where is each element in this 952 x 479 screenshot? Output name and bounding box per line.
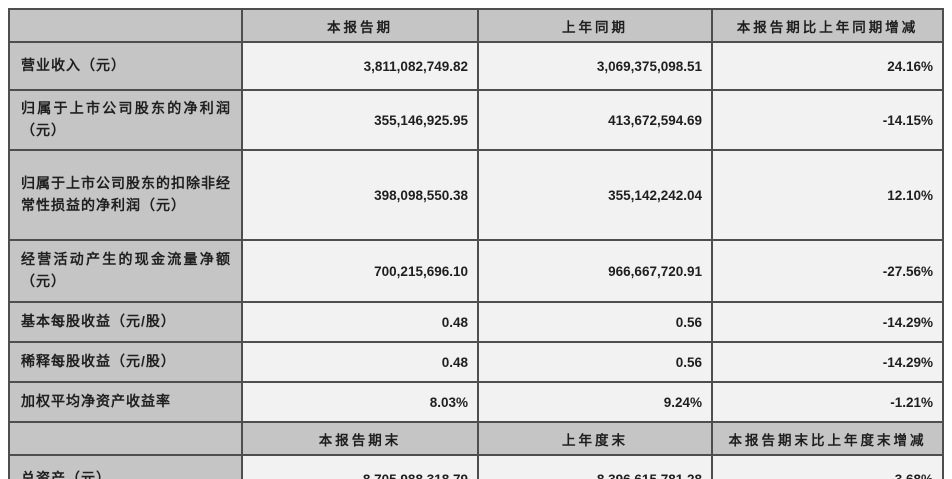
- value-current: 0.48: [241, 301, 479, 343]
- value-current: 8,705,988,318.79: [241, 454, 479, 479]
- header-current-period: 本报告期: [241, 8, 479, 43]
- table-row-net-profit: 归属于上市公司股东的净利润（元） 355,146,925.95 413,672,…: [8, 89, 944, 151]
- header-row-period: 本报告期 上年同期 本报告期比上年同期增减: [8, 8, 944, 43]
- value-change: -14.15%: [711, 89, 944, 151]
- value-prior: 355,142,242.04: [477, 149, 713, 241]
- value-change: 24.16%: [711, 41, 944, 91]
- table-row-revenue: 营业收入（元） 3,811,082,749.82 3,069,375,098.5…: [8, 41, 944, 91]
- value-prior: 966,667,720.91: [477, 239, 713, 303]
- value-change: -14.29%: [711, 301, 944, 343]
- header-prior-period: 上年同期: [477, 8, 713, 43]
- financial-summary-table: 本报告期 上年同期 本报告期比上年同期增减 营业收入（元） 3,811,082,…: [8, 8, 944, 479]
- table-row-operating-cash-flow: 经营活动产生的现金流量净额（元） 700,215,696.10 966,667,…: [8, 239, 944, 303]
- row-label: 加权平均净资产收益率: [8, 381, 243, 423]
- row-label: 总资产（元）: [8, 454, 243, 479]
- value-prior: 9.24%: [477, 381, 713, 423]
- value-change: 3.68%: [711, 454, 944, 479]
- value-change: -1.21%: [711, 381, 944, 423]
- value-change: -14.29%: [711, 341, 944, 383]
- row-label: 归属于上市公司股东的净利润（元）: [8, 89, 243, 151]
- value-prior: 8,396,615,781.28: [477, 454, 713, 479]
- header-period-change: 本报告期比上年同期增减: [711, 8, 944, 43]
- value-current: 8.03%: [241, 381, 479, 423]
- value-current: 0.48: [241, 341, 479, 383]
- table-row-weighted-avg-roe: 加权平均净资产收益率 8.03% 9.24% -1.21%: [8, 381, 944, 423]
- row-label: 归属于上市公司股东的扣除非经常性损益的净利润（元）: [8, 149, 243, 241]
- table-row-total-assets: 总资产（元） 8,705,988,318.79 8,396,615,781.28…: [8, 454, 944, 479]
- value-change: -27.56%: [711, 239, 944, 303]
- header-row-period-end: 本报告期末 上年度末 本报告期末比上年度末增减: [8, 421, 944, 456]
- row-label: 基本每股收益（元/股）: [8, 301, 243, 343]
- value-current: 355,146,925.95: [241, 89, 479, 151]
- header-period-end-change: 本报告期末比上年度末增减: [711, 421, 944, 456]
- row-label: 经营活动产生的现金流量净额（元）: [8, 239, 243, 303]
- value-prior: 413,672,594.69: [477, 89, 713, 151]
- table-row-diluted-eps: 稀释每股收益（元/股） 0.48 0.56 -14.29%: [8, 341, 944, 383]
- header-empty-cell: [8, 8, 243, 43]
- row-label: 营业收入（元）: [8, 41, 243, 91]
- value-change: 12.10%: [711, 149, 944, 241]
- table-row-basic-eps: 基本每股收益（元/股） 0.48 0.56 -14.29%: [8, 301, 944, 343]
- value-prior: 3,069,375,098.51: [477, 41, 713, 91]
- value-current: 3,811,082,749.82: [241, 41, 479, 91]
- value-current: 700,215,696.10: [241, 239, 479, 303]
- row-label: 稀释每股收益（元/股）: [8, 341, 243, 383]
- table-row-net-profit-excl-nonrecurring: 归属于上市公司股东的扣除非经常性损益的净利润（元） 398,098,550.38…: [8, 149, 944, 241]
- value-prior: 0.56: [477, 301, 713, 343]
- value-prior: 0.56: [477, 341, 713, 383]
- value-current: 398,098,550.38: [241, 149, 479, 241]
- header-current-period-end: 本报告期末: [241, 421, 479, 456]
- header-empty-cell: [8, 421, 243, 456]
- header-prior-year-end: 上年度末: [477, 421, 713, 456]
